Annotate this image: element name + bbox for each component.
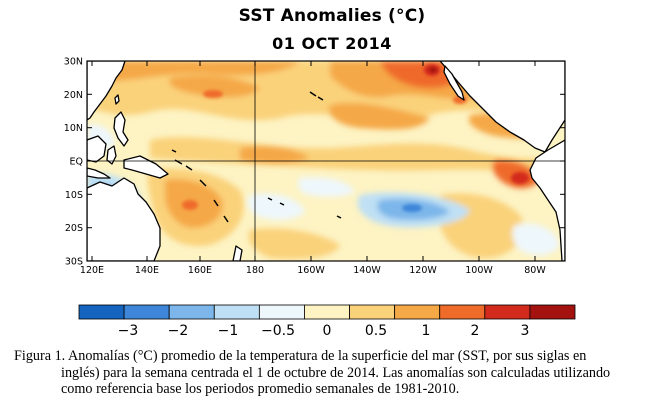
colorbar-swatch	[484, 304, 531, 320]
colorbar-label: −3	[118, 323, 139, 339]
colorbar-label: −0.5	[261, 323, 295, 339]
lat-label: 10N	[64, 123, 83, 134]
colorbar-label: 3	[521, 323, 530, 339]
anomaly-field	[87, 61, 565, 261]
colorbar-swatch	[349, 304, 396, 320]
lat-label: 20N	[64, 90, 83, 101]
colorbar-swatch	[123, 304, 170, 320]
map-title: SST Anomalies (°C)	[238, 6, 426, 26]
colorbar-swatch	[529, 304, 576, 320]
colorbar-swatch	[258, 304, 305, 320]
colorbar-swatch	[168, 304, 215, 320]
lon-label: 160W	[297, 265, 325, 276]
lat-label: 30S	[65, 257, 83, 268]
colorbar-swatch	[78, 304, 125, 320]
lon-label: 140E	[135, 265, 159, 276]
colorbar-label: 0.5	[365, 323, 387, 339]
colorbar-label: −2	[168, 323, 189, 339]
caption-line-2: inglés) para la semana centrada el 1 de …	[61, 364, 611, 381]
colorbar	[78, 304, 576, 320]
colorbar-swatch	[439, 304, 486, 320]
sst-anomaly-map: 30N 20N 10N EQ 10S 20S 30S 120E 140E 160…	[64, 57, 576, 339]
caption-line-1: Figura 1. Anomalías (°C) promedio de la …	[14, 348, 587, 364]
lon-label: 140W	[353, 265, 381, 276]
colorbar-label: 1	[422, 323, 431, 339]
colorbar-label: 2	[471, 323, 480, 339]
lon-label: 120E	[80, 265, 104, 276]
lon-label: 100W	[465, 265, 493, 276]
axis-ticks	[87, 60, 565, 262]
colorbar-label: 0	[323, 323, 332, 339]
lon-label: 160E	[188, 265, 212, 276]
colorbar-swatch	[304, 304, 350, 320]
lon-label: 180	[246, 265, 264, 276]
figure-caption: Figura 1. Anomalías (°C) promedio de la …	[14, 348, 654, 398]
graticule	[87, 61, 565, 261]
colorbar-labels: −3 −2 −1 −0.5 0 0.5 1 2 3	[118, 323, 530, 339]
land-masses	[87, 61, 565, 261]
lat-label: 30N	[64, 57, 83, 68]
colorbar-swatch	[394, 304, 441, 320]
lat-label: EQ	[70, 157, 83, 168]
map-date: 01 OCT 2014	[272, 34, 392, 53]
lon-label: 80W	[524, 265, 546, 276]
colorbar-label: −1	[218, 323, 239, 339]
caption-line-3: como referencia base los periodos promed…	[61, 381, 460, 397]
lat-label: 20S	[65, 223, 83, 234]
lat-label: 10S	[65, 190, 83, 201]
lon-label: 120W	[409, 265, 437, 276]
colorbar-swatch	[213, 304, 260, 320]
